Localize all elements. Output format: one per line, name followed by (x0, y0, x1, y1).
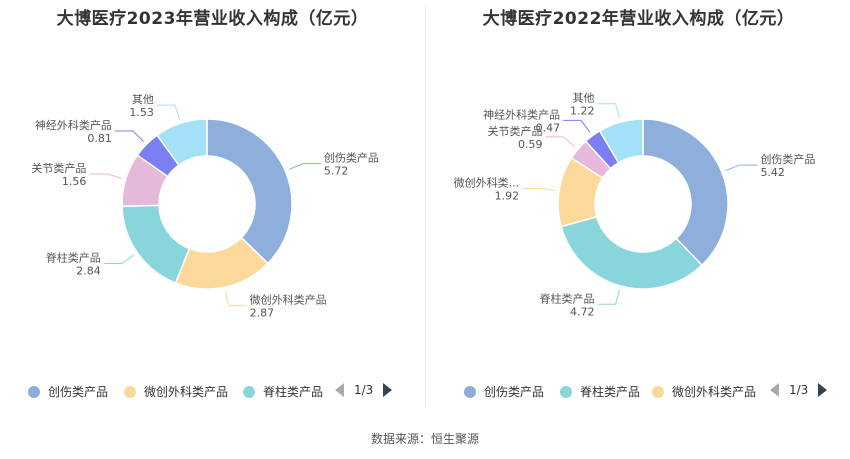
legend-dot-icon (243, 386, 255, 398)
chart-panel-2023: 大博医疗2023年营业收入构成（亿元） 创伤类产品 5.72 微创外科类产品 2.87… (0, 0, 425, 410)
legend-label: 脊柱类产品 (263, 385, 324, 399)
legend-dot-icon (464, 386, 476, 398)
legend-item[interactable]: 微创外科类产品 (652, 383, 756, 400)
legend-item[interactable]: 微创外科类产品 (124, 383, 228, 400)
slice-value-label: 0.47 (536, 121, 561, 134)
slice-name-label: 神经外科类产品 (483, 107, 560, 121)
slice-name-label: 创伤类产品 (324, 151, 379, 165)
legend-item[interactable]: 创伤类产品 (28, 383, 108, 400)
slice-name-label: 脊柱类产品 (46, 251, 101, 265)
slice-name-label: 创伤类产品 (760, 152, 815, 166)
slice-name-label: 微创外科类产品 (250, 293, 327, 307)
slice-name-label: 脊柱类产品 (540, 291, 595, 305)
label-leader-line (563, 119, 591, 133)
slice-value-label: 4.72 (570, 305, 595, 318)
label-leader-line (156, 104, 181, 120)
slice-name-label: 微创外科类... (454, 175, 520, 189)
label-leader-line (522, 187, 556, 192)
legend-label: 创伤类产品 (484, 385, 545, 399)
slice-value-label: 0.81 (87, 132, 112, 145)
legend-dot-icon (652, 386, 664, 398)
next-page-icon[interactable] (383, 383, 393, 397)
slice-name-label: 其他 (573, 92, 595, 105)
legend-dot-icon (124, 386, 136, 398)
label-leader-line (224, 290, 247, 307)
slice-value-label: 2.84 (76, 265, 101, 278)
slice-value-label: 1.92 (495, 189, 520, 202)
chart-title: 大博医疗2023年营业收入构成（亿元） (56, 9, 369, 29)
slice-name-label: 关节类产品 (488, 124, 543, 138)
legend-label: 脊柱类产品 (580, 385, 641, 399)
donut-slice[interactable] (642, 118, 729, 267)
chart-title: 大博医疗2022年营业收入构成（亿元） (482, 9, 795, 29)
donut-slice[interactable] (598, 118, 644, 164)
legend-item[interactable]: 创伤类产品 (464, 383, 544, 400)
label-leader-line (597, 103, 620, 119)
slice-value-label: 1.22 (570, 105, 595, 118)
donut-slice[interactable] (121, 204, 191, 284)
slice-value-label: 5.72 (324, 165, 349, 178)
prev-page-icon[interactable] (335, 383, 344, 397)
legend-label: 创伤类产品 (48, 385, 109, 399)
label-leader-line (103, 254, 135, 265)
slice-name-label: 神经外科类产品 (35, 118, 112, 132)
donut-slice[interactable] (560, 215, 704, 290)
legend-item[interactable]: 脊柱类产品 (560, 383, 640, 400)
slice-value-label: 1.56 (62, 175, 87, 188)
legend-dot-icon (28, 386, 40, 398)
donut-slice[interactable] (206, 118, 293, 265)
slice-value-label: 0.59 (518, 138, 543, 151)
legend-page-number: 1/3 (354, 383, 374, 397)
label-leader-line (597, 289, 620, 305)
slice-value-label: 5.42 (760, 166, 785, 179)
panel-divider (425, 6, 426, 406)
slice-value-label: 1.53 (129, 106, 154, 119)
legend-dot-icon (560, 386, 572, 398)
prev-page-icon[interactable] (770, 383, 779, 397)
donut-slice[interactable] (156, 118, 208, 167)
legend-item[interactable]: 脊柱类产品 (243, 383, 323, 400)
slice-name-label: 其他 (132, 93, 154, 106)
legend-page-number: 1/3 (789, 383, 809, 397)
slice-name-label: 关节类产品 (31, 161, 86, 175)
chart-panel-2022: 大博医疗2022年营业收入构成（亿元） 创伤类产品 5.42 脊柱类产品 4.72 微创… (426, 0, 850, 410)
label-leader-line (89, 173, 122, 179)
label-leader-line (114, 130, 144, 142)
legend-label: 微创外科类产品 (672, 385, 757, 399)
label-leader-line (725, 164, 758, 172)
slice-value-label: 2.87 (250, 307, 275, 320)
next-page-icon[interactable] (818, 383, 828, 397)
label-leader-line (545, 136, 576, 147)
label-leader-line (288, 163, 321, 170)
legend-pager: 1/3 (770, 383, 828, 397)
data-source-note: 数据来源：恒生聚源 (370, 432, 479, 446)
legend-pager: 1/3 (335, 383, 393, 397)
legend-label: 微创外科类产品 (144, 385, 229, 399)
